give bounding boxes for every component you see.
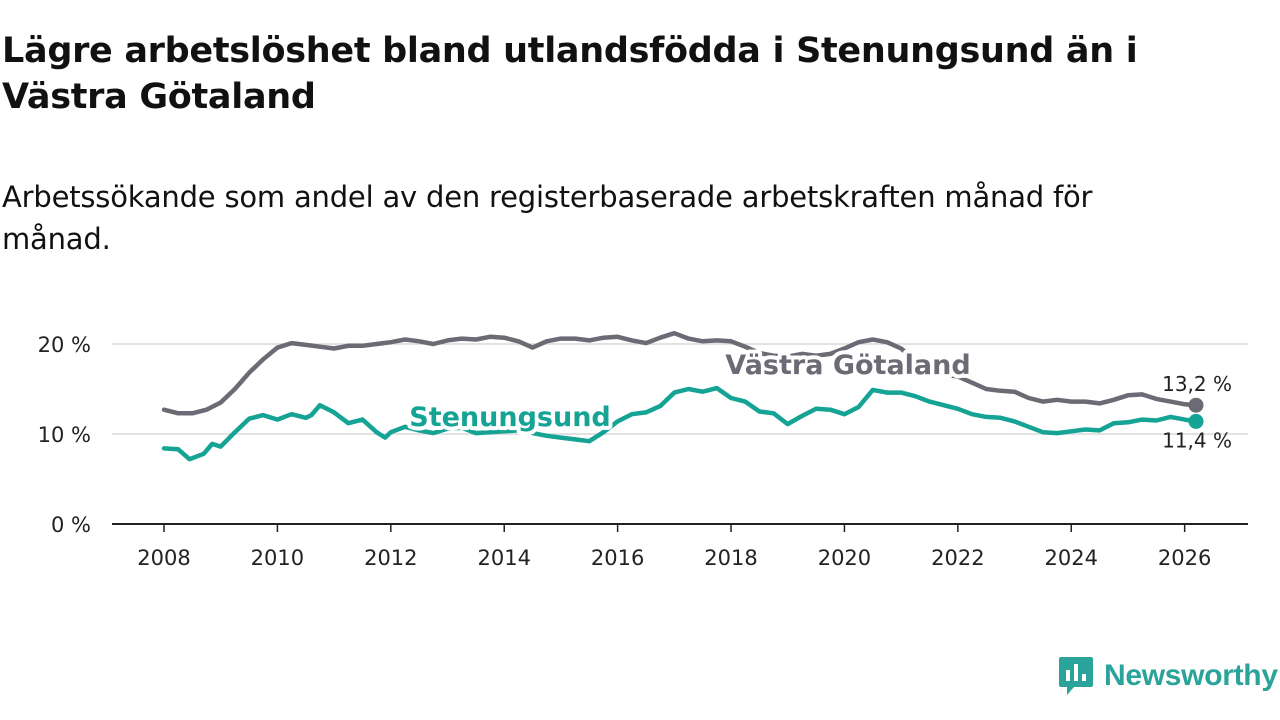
x-tick-label: 2026 [1158, 546, 1211, 570]
series-end-marker [1188, 413, 1204, 429]
x-tick-label: 2012 [364, 546, 417, 570]
series-end-value: 13,2 % [1162, 372, 1232, 396]
series-label: Västra Götaland [725, 350, 970, 381]
x-tick-label: 2010 [251, 546, 304, 570]
x-tick-label: 2018 [704, 546, 757, 570]
brand-name: Newsworthy [1104, 659, 1278, 692]
chart-subtitle: Arbetssökande som andel av den registerb… [2, 180, 1093, 256]
series-line-v-stra-g-taland [161, 330, 1199, 416]
x-tick-label: 2020 [818, 546, 871, 570]
series-line-stenungsund [161, 385, 1199, 462]
x-tick-label: 2022 [931, 546, 984, 570]
x-tick-label: 2014 [477, 546, 530, 570]
series-end-marker [1188, 397, 1204, 413]
series-end-value: 11,4 % [1162, 428, 1232, 452]
newsworthy-logo-icon [1059, 657, 1093, 695]
x-tick-label: 2024 [1045, 546, 1098, 570]
y-tick-label: 10 % [38, 423, 91, 447]
y-tick-label: 20 % [38, 333, 91, 357]
x-tick-label: 2008 [137, 546, 190, 570]
y-tick-label: 0 % [51, 513, 91, 537]
x-tick-label: 2016 [591, 546, 644, 570]
brand: Newsworthy [1058, 654, 1278, 698]
chart-title: Lägre arbetslöshet bland utlandsfödda i … [2, 31, 1138, 117]
series-label: Stenungsund [409, 402, 611, 433]
line-chart: Västra Götaland 13,2 % Stenungsund 11,4 % 0… [38, 330, 1248, 570]
